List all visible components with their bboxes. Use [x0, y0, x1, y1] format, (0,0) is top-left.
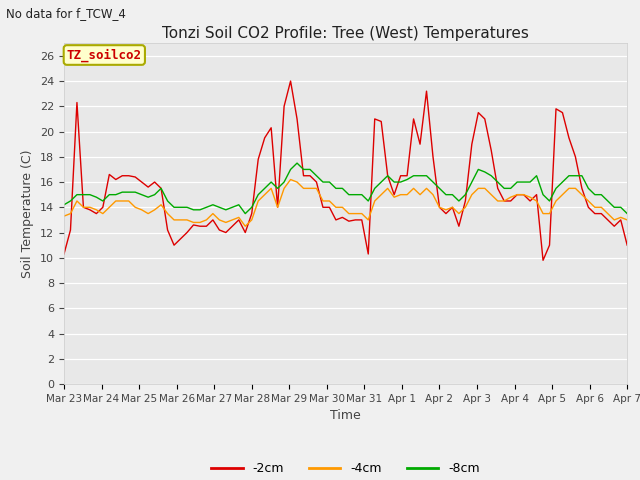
-8cm — [73, 192, 81, 198]
-2cm — [60, 251, 68, 257]
-8cm — [60, 202, 68, 208]
-2cm — [507, 198, 515, 204]
-4cm — [60, 213, 68, 219]
-2cm — [73, 100, 81, 106]
-2cm — [623, 242, 631, 248]
Text: TZ_soilco2: TZ_soilco2 — [67, 48, 142, 62]
-4cm — [403, 192, 411, 198]
Y-axis label: Soil Temperature (C): Soil Temperature (C) — [22, 149, 35, 278]
-2cm — [216, 227, 223, 233]
-8cm — [403, 177, 411, 182]
-4cm — [241, 223, 249, 229]
Line: -8cm: -8cm — [64, 163, 627, 214]
-8cm — [351, 192, 359, 198]
X-axis label: Time: Time — [330, 409, 361, 422]
-8cm — [222, 207, 230, 213]
-8cm — [293, 160, 301, 166]
-4cm — [351, 211, 359, 216]
Legend: -2cm, -4cm, -8cm: -2cm, -4cm, -8cm — [207, 457, 484, 480]
-2cm — [540, 257, 547, 263]
-2cm — [397, 173, 404, 179]
Line: -2cm: -2cm — [64, 81, 627, 260]
-4cm — [222, 219, 230, 225]
-2cm — [222, 229, 230, 235]
-4cm — [513, 192, 521, 198]
-8cm — [623, 211, 631, 216]
-2cm — [287, 78, 294, 84]
Line: -4cm: -4cm — [64, 180, 627, 226]
Text: No data for f_TCW_4: No data for f_TCW_4 — [6, 7, 126, 20]
-4cm — [73, 198, 81, 204]
-4cm — [623, 217, 631, 223]
-2cm — [345, 218, 353, 224]
-8cm — [513, 179, 521, 185]
Title: Tonzi Soil CO2 Profile: Tree (West) Temperatures: Tonzi Soil CO2 Profile: Tree (West) Temp… — [162, 25, 529, 41]
-4cm — [287, 177, 294, 182]
-4cm — [216, 217, 223, 223]
-8cm — [216, 204, 223, 210]
-8cm — [241, 211, 249, 216]
